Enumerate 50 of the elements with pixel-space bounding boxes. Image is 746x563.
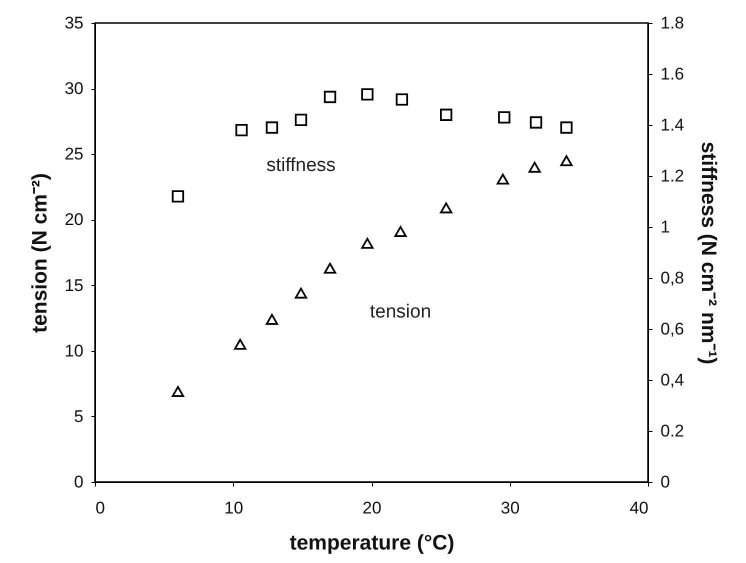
point	[498, 111, 510, 124]
y2-tick-label: 0	[660, 472, 670, 492]
y2-tick-label: 1.4	[660, 116, 684, 134]
x-axis-title: temperature (°C)	[290, 532, 454, 554]
y2-tick-label: 1	[660, 218, 670, 236]
x-tick-label: 30	[500, 498, 520, 518]
point	[266, 121, 278, 134]
y-tick-label: 30	[64, 79, 84, 98]
point	[235, 124, 248, 136]
y2-tick-label: 1.6	[660, 64, 684, 84]
x-tick-label: 40	[630, 498, 648, 518]
y2-axis-title: stiffness (N cm⁻² nm⁻¹)	[697, 142, 720, 364]
y-axis-title: tension (N cm⁻²)	[28, 173, 52, 333]
y2-tick-label: 1.2	[660, 166, 684, 186]
point	[324, 262, 336, 274]
series-label: stiffness	[266, 154, 336, 176]
y-tick-label: 25	[64, 144, 84, 164]
point	[560, 155, 573, 166]
y2-tick-label: 0,8	[660, 268, 684, 288]
x-tick-label: 0	[96, 498, 105, 518]
y2-tick-label: 0,4	[660, 370, 684, 390]
y2-tick-label: 0.2	[660, 422, 684, 440]
x-tick-label: 10	[224, 498, 244, 518]
point	[528, 162, 541, 173]
y-tick-label: 10	[64, 341, 84, 360]
y-tick-label: 0	[74, 472, 84, 492]
y-tick-label: 5	[74, 406, 84, 426]
y2-tick-label: 1.8	[660, 14, 684, 32]
y2-tick-label: 0,6	[660, 320, 684, 338]
y-tick-label: 35	[64, 14, 84, 32]
point	[496, 174, 509, 184]
point	[394, 226, 407, 237]
x-tick-label: 20	[362, 498, 382, 518]
point	[440, 108, 452, 121]
point	[266, 314, 278, 325]
point	[294, 114, 308, 126]
text: tension	[370, 302, 432, 323]
point	[440, 202, 452, 214]
point	[560, 121, 573, 134]
point	[361, 238, 374, 249]
point	[294, 288, 308, 299]
point	[234, 338, 246, 350]
point	[361, 88, 374, 101]
y-tick-label: 20	[64, 210, 84, 230]
point	[396, 93, 408, 106]
point	[172, 190, 184, 203]
point	[530, 116, 542, 129]
point	[324, 90, 336, 104]
point	[172, 386, 184, 397]
y-tick-label: 15	[64, 276, 84, 295]
